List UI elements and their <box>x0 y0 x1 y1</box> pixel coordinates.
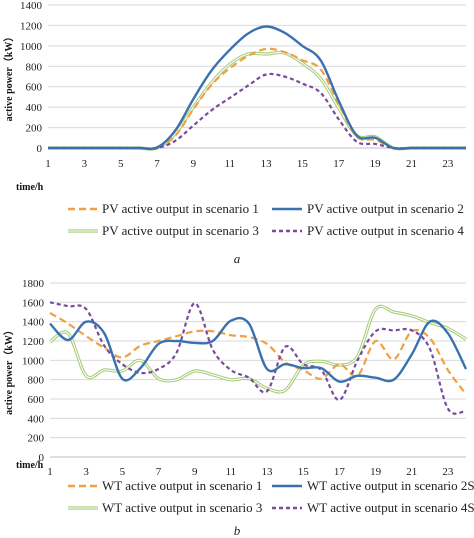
panel-caption-a: a <box>234 251 241 266</box>
y-tick-label-b-1600: 1600 <box>22 297 45 309</box>
x-axis-label-b: time/h <box>16 460 44 471</box>
x-tick-label-b-21: 21 <box>406 466 417 478</box>
x-tick-label-a-3: 3 <box>82 158 88 170</box>
x-tick-label-a-15: 15 <box>297 158 309 170</box>
y-tick-label-b-1800: 1800 <box>22 278 45 290</box>
legend-label-a-3: PV active output in scenario 3 <box>102 223 259 238</box>
y-tick-label-a-0: 0 <box>37 143 43 155</box>
y-axis-label-a: active power（kW） <box>2 32 15 122</box>
series-line-a-2 <box>48 25 466 151</box>
x-tick-label-a-11: 11 <box>224 158 235 170</box>
y-tick-label-b-1000: 1000 <box>22 355 45 367</box>
x-tick-label-a-17: 17 <box>333 158 345 170</box>
legend-label-a-2: PV active output in scenario 2 <box>307 201 464 216</box>
x-tick-label-b-5: 5 <box>120 466 126 478</box>
x-tick-label-b-13: 13 <box>262 466 274 478</box>
x-tick-label-a-7: 7 <box>154 158 160 170</box>
series-line-inner-a-3 <box>48 51 466 150</box>
x-tick-label-a-19: 19 <box>370 158 382 170</box>
legend-label-b-1: WT active output in scenario 1 <box>102 478 262 493</box>
y-tick-label-a-800: 800 <box>26 61 43 73</box>
y-tick-label-a-400: 400 <box>26 102 43 114</box>
y-axis-label-b: active power（kW） <box>2 325 15 415</box>
x-tick-label-b-23: 23 <box>442 466 454 478</box>
series-line-b-1 <box>49 312 467 395</box>
legend-label-b-3: WT active output in scenario 3 <box>102 500 262 515</box>
x-tick-label-b-19: 19 <box>370 466 382 478</box>
x-tick-label-b-1: 1 <box>47 466 53 478</box>
y-tick-label-b-0: 0 <box>39 452 45 464</box>
panel-caption-b: b <box>234 523 241 538</box>
x-tick-label-b-9: 9 <box>192 466 198 478</box>
series-line-inner-b-3 <box>49 305 467 393</box>
x-tick-label-a-21: 21 <box>406 158 417 170</box>
x-tick-label-b-17: 17 <box>334 466 346 478</box>
legend-label-a-1: PV active output in scenario 1 <box>102 201 259 216</box>
y-tick-label-b-200: 200 <box>28 433 45 445</box>
series-line-a-3 <box>48 50 466 151</box>
x-tick-label-b-3: 3 <box>83 466 89 478</box>
legend-label-a-4: PV active output in scenario 4 <box>307 223 464 238</box>
legend-label-b-2: WT active output in scenario 2S <box>307 478 474 493</box>
y-tick-label-a-1400: 1400 <box>20 0 43 12</box>
y-tick-label-a-1200: 1200 <box>20 20 43 32</box>
x-tick-label-b-7: 7 <box>156 466 162 478</box>
y-tick-label-a-600: 600 <box>26 82 43 94</box>
y-tick-label-b-400: 400 <box>28 413 45 425</box>
y-tick-label-a-200: 200 <box>26 123 43 135</box>
x-axis-label-a: time/h <box>16 182 44 193</box>
x-tick-label-a-13: 13 <box>261 158 273 170</box>
x-tick-label-a-23: 23 <box>442 158 454 170</box>
y-tick-label-a-1000: 1000 <box>20 41 43 53</box>
y-tick-label-b-600: 600 <box>28 394 45 406</box>
x-tick-label-a-5: 5 <box>118 158 124 170</box>
legend-label-b-4: WT active output in scenario 4S <box>307 500 474 515</box>
series-line-b-2 <box>49 316 468 383</box>
y-tick-label-b-1400: 1400 <box>22 317 45 329</box>
x-tick-label-a-1: 1 <box>45 158 51 170</box>
series-line-a-1 <box>48 47 466 150</box>
series-line-a-4 <box>48 72 466 150</box>
y-tick-label-b-800: 800 <box>28 375 45 387</box>
series-line-b-4 <box>49 301 467 415</box>
x-tick-label-a-9: 9 <box>191 158 197 170</box>
x-tick-label-b-15: 15 <box>298 466 310 478</box>
y-tick-label-b-1200: 1200 <box>22 336 45 348</box>
x-tick-label-b-11: 11 <box>226 466 237 478</box>
